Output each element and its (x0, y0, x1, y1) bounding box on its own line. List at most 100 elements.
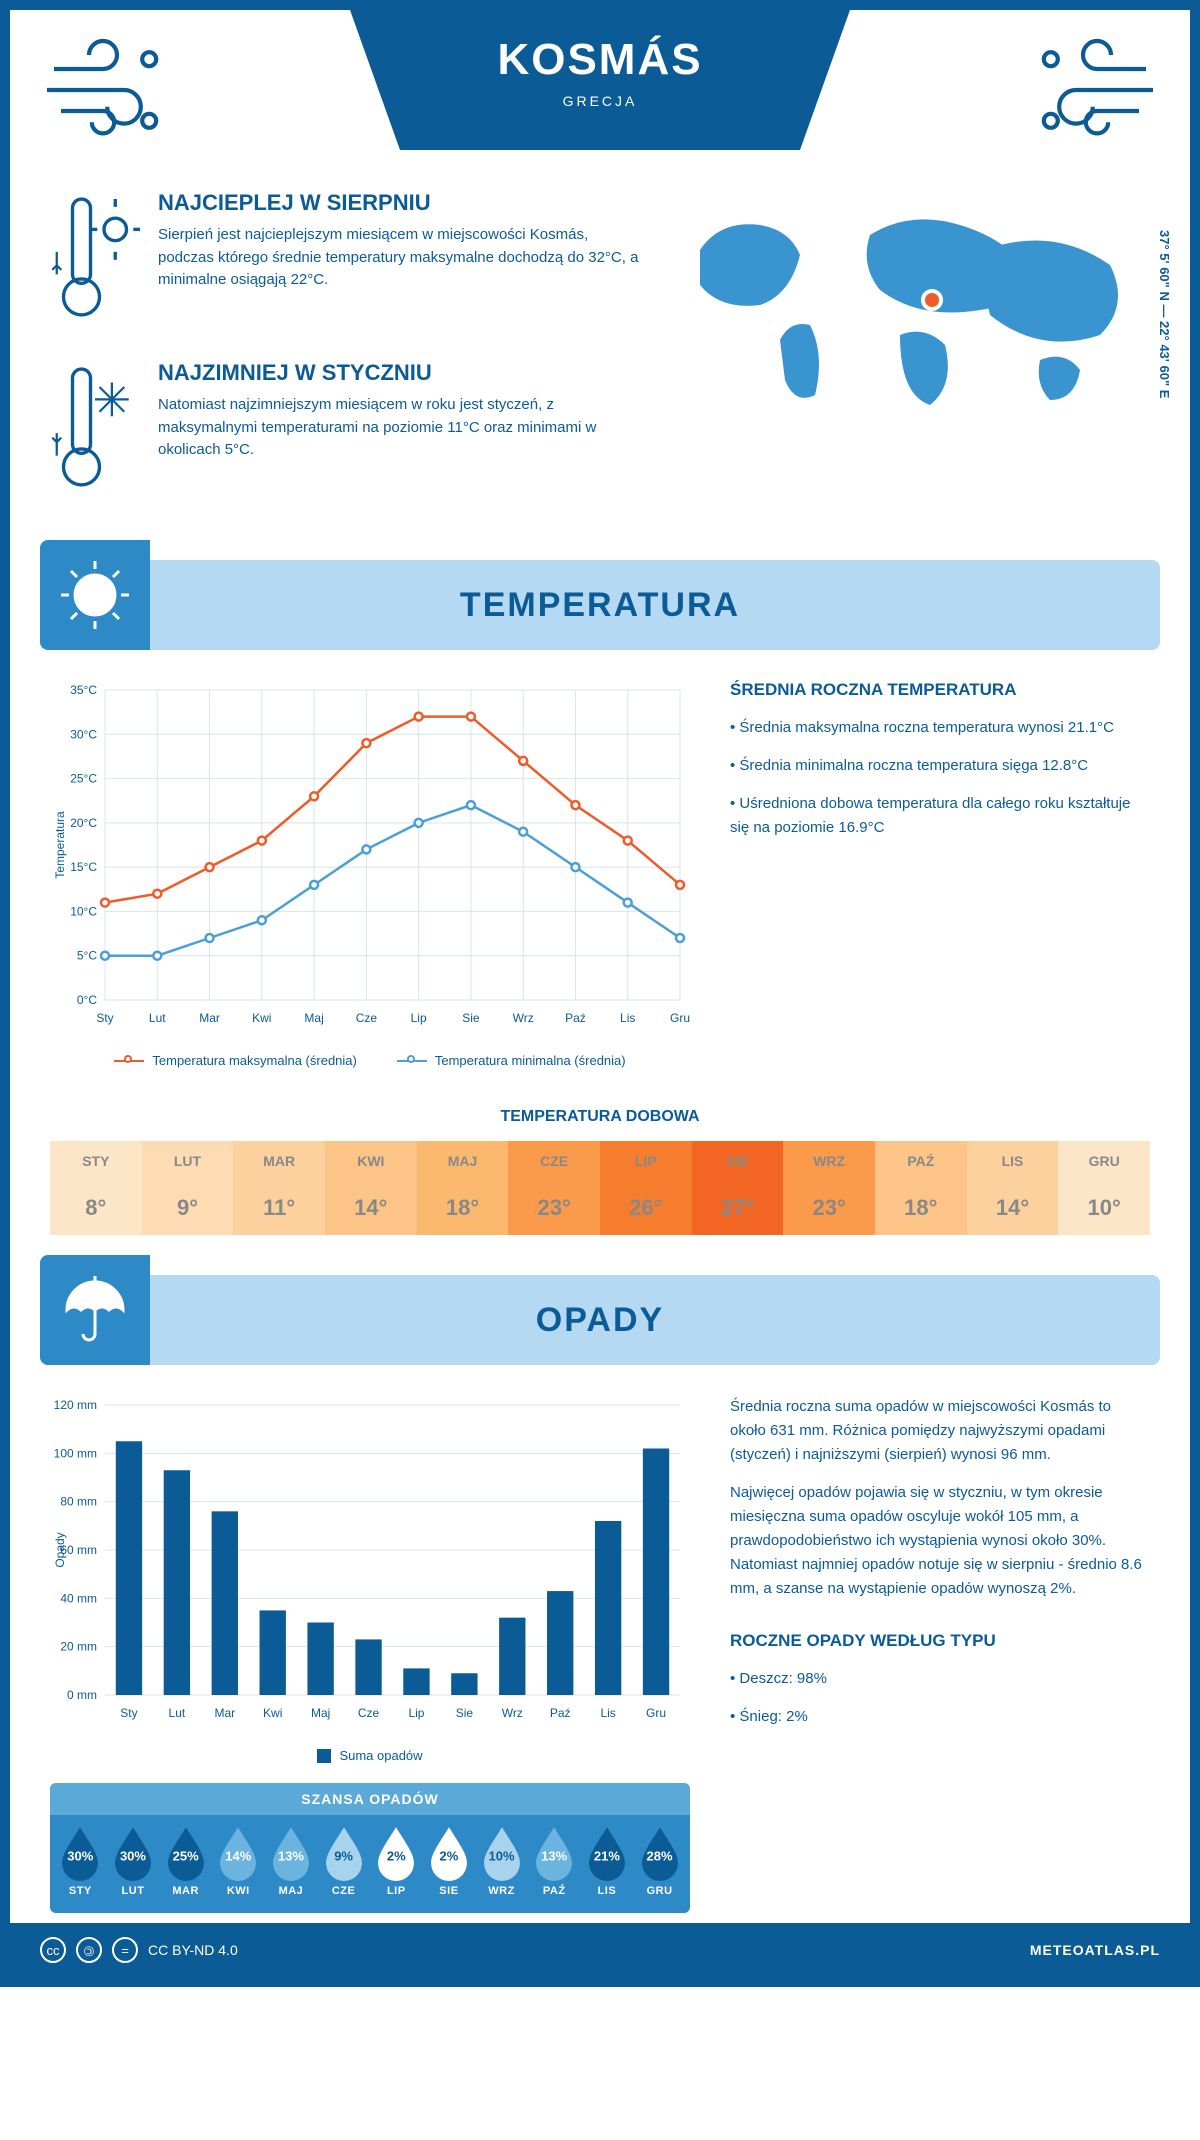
footer: cc 🄯 = CC BY-ND 4.0 METEOATLAS.PL (10, 1923, 1190, 1977)
svg-text:Lis: Lis (600, 1706, 615, 1720)
temperature-heading: TEMPERATURA (150, 586, 1160, 625)
svg-text:80 mm: 80 mm (60, 1495, 97, 1509)
temperature-line-chart: 0°C5°C10°C15°C20°C25°C30°C35°CStyLutMarK… (50, 680, 690, 1040)
chance-panel: SZANSA OPADÓW 30%STY30%LUT25%MAR14%KWI13… (50, 1783, 690, 1913)
svg-text:Kwi: Kwi (263, 1706, 282, 1720)
hottest-block: NAJCIEPLEJ W SIERPNIU Sierpień jest najc… (50, 190, 640, 330)
chance-drop: 28%GRU (633, 1825, 686, 1897)
daily-temp-title: TEMPERATURA DOBOWA (10, 1108, 1190, 1126)
heat-value: 14° (325, 1181, 417, 1235)
umbrella-icon (40, 1255, 150, 1365)
svg-text:20°C: 20°C (70, 816, 97, 830)
avg-temp-title: ŚREDNIA ROCZNA TEMPERATURA (730, 680, 1150, 700)
heat-month: MAR (233, 1141, 325, 1181)
heat-month: LUT (142, 1141, 234, 1181)
coordinates: 37° 5' 60" N — 22° 43' 60" E (1157, 230, 1172, 398)
svg-text:Lut: Lut (169, 1706, 186, 1720)
coldest-block: NAJZIMNIEJ W STYCZNIU Natomiast najzimni… (50, 360, 640, 500)
site-name: METEOATLAS.PL (1030, 1942, 1160, 1958)
svg-text:Gru: Gru (646, 1706, 666, 1720)
heat-value: 9° (142, 1181, 234, 1235)
svg-text:Sty: Sty (120, 1706, 137, 1720)
heat-value: 26° (600, 1181, 692, 1235)
line-chart-legend: Temperatura maksymalna (średnia)Temperat… (50, 1053, 690, 1068)
nd-icon: = (112, 1937, 138, 1963)
coldest-text: Natomiast najzimniejszym miesiącem w rok… (158, 394, 640, 462)
chance-drop: 2%SIE (423, 1825, 476, 1897)
precip-bar-chart: 0 mm20 mm40 mm60 mm80 mm100 mm120 mmStyL… (50, 1395, 690, 1735)
cc-icon: cc (40, 1937, 66, 1963)
page-frame: KOSMÁS GRECJA (0, 0, 1200, 1987)
chance-drop: 25%MAR (159, 1825, 212, 1897)
heat-month: KWI (325, 1141, 417, 1181)
by-icon: 🄯 (76, 1937, 102, 1963)
svg-text:Lis: Lis (620, 1011, 635, 1025)
temp-bullet: • Uśredniona dobowa temperatura dla całe… (730, 792, 1150, 840)
precip-banner: OPADY (40, 1275, 1160, 1365)
sun-icon (40, 540, 150, 650)
svg-text:100 mm: 100 mm (54, 1446, 97, 1460)
daily-temp-table: STYLUTMARKWIMAJCZELIPSIEWRZPAŹLISGRU8°9°… (50, 1141, 1150, 1235)
svg-text:Mar: Mar (199, 1011, 220, 1025)
heat-value: 23° (508, 1181, 600, 1235)
precip-type-title: ROCZNE OPADY WEDŁUG TYPU (730, 1631, 1150, 1651)
svg-text:Lip: Lip (411, 1011, 427, 1025)
precip-type: • Deszcz: 98% (730, 1667, 1150, 1691)
svg-text:Cze: Cze (358, 1706, 380, 1720)
precip-row: 0 mm20 mm40 mm60 mm80 mm100 mm120 mmStyL… (10, 1365, 1190, 1923)
heat-month: LIP (600, 1141, 692, 1181)
heat-month: MAJ (417, 1141, 509, 1181)
svg-text:Wrz: Wrz (513, 1011, 534, 1025)
precip-p2: Najwięcej opadów pojawia się w styczniu,… (730, 1481, 1150, 1601)
heat-value: 18° (875, 1181, 967, 1235)
heat-month: GRU (1058, 1141, 1150, 1181)
precip-p1: Średnia roczna suma opadów w miejscowośc… (730, 1395, 1150, 1467)
title-banner: KOSMÁS GRECJA (350, 10, 850, 150)
svg-text:Gru: Gru (670, 1011, 690, 1025)
svg-text:40 mm: 40 mm (60, 1591, 97, 1605)
svg-text:5°C: 5°C (77, 949, 97, 963)
svg-text:Kwi: Kwi (252, 1011, 271, 1025)
svg-text:0 mm: 0 mm (67, 1688, 97, 1702)
license-text: CC BY-ND 4.0 (148, 1942, 238, 1958)
heat-value: 18° (417, 1181, 509, 1235)
world-map-icon (670, 190, 1150, 450)
svg-text:Maj: Maj (311, 1706, 330, 1720)
temp-bullet: • Średnia maksymalna roczna temperatura … (730, 716, 1150, 740)
svg-text:0°C: 0°C (77, 993, 97, 1007)
bar-chart-legend: Suma opadów (50, 1748, 690, 1763)
coldest-title: NAJZIMNIEJ W STYCZNIU (158, 360, 640, 386)
svg-text:120 mm: 120 mm (54, 1398, 97, 1412)
wind-icon-right (1020, 10, 1160, 150)
chance-drop: 2%LIP (370, 1825, 423, 1897)
heat-month: SIE (692, 1141, 784, 1181)
world-map-block: 37° 5' 60" N — 22° 43' 60" E (670, 190, 1150, 530)
heat-value: 11° (233, 1181, 325, 1235)
svg-text:Lip: Lip (408, 1706, 424, 1720)
svg-text:Lut: Lut (149, 1011, 166, 1025)
svg-text:Paź: Paź (565, 1011, 586, 1025)
chance-drop: 9%CZE (317, 1825, 370, 1897)
svg-text:Sie: Sie (462, 1011, 480, 1025)
svg-text:30°C: 30°C (70, 727, 97, 741)
heat-value: 10° (1058, 1181, 1150, 1235)
heat-month: WRZ (783, 1141, 875, 1181)
thermometer-cold-icon (50, 360, 140, 500)
precip-heading: OPADY (150, 1301, 1160, 1340)
intro-section: NAJCIEPLEJ W SIERPNIU Sierpień jest najc… (10, 170, 1190, 560)
temp-bullet: • Średnia minimalna roczna temperatura s… (730, 754, 1150, 778)
svg-text:Maj: Maj (304, 1011, 323, 1025)
heat-value: 23° (783, 1181, 875, 1235)
hottest-text: Sierpień jest najcieplejszym miesiącem w… (158, 224, 640, 292)
chance-drop: 13%MAJ (265, 1825, 318, 1897)
chance-drop: 13%PAŹ (528, 1825, 581, 1897)
chance-drop: 30%LUT (107, 1825, 160, 1897)
wind-icon-left (40, 10, 180, 150)
chance-drop: 21%LIS (581, 1825, 634, 1897)
heat-month: PAŹ (875, 1141, 967, 1181)
chance-title: SZANSA OPADÓW (50, 1783, 690, 1815)
temperature-row: 0°C5°C10°C15°C20°C25°C30°C35°CStyLutMarK… (10, 650, 1190, 1078)
svg-text:20 mm: 20 mm (60, 1640, 97, 1654)
page-title: KOSMÁS (350, 35, 850, 85)
legend-item: Temperatura minimalna (średnia) (397, 1053, 626, 1068)
